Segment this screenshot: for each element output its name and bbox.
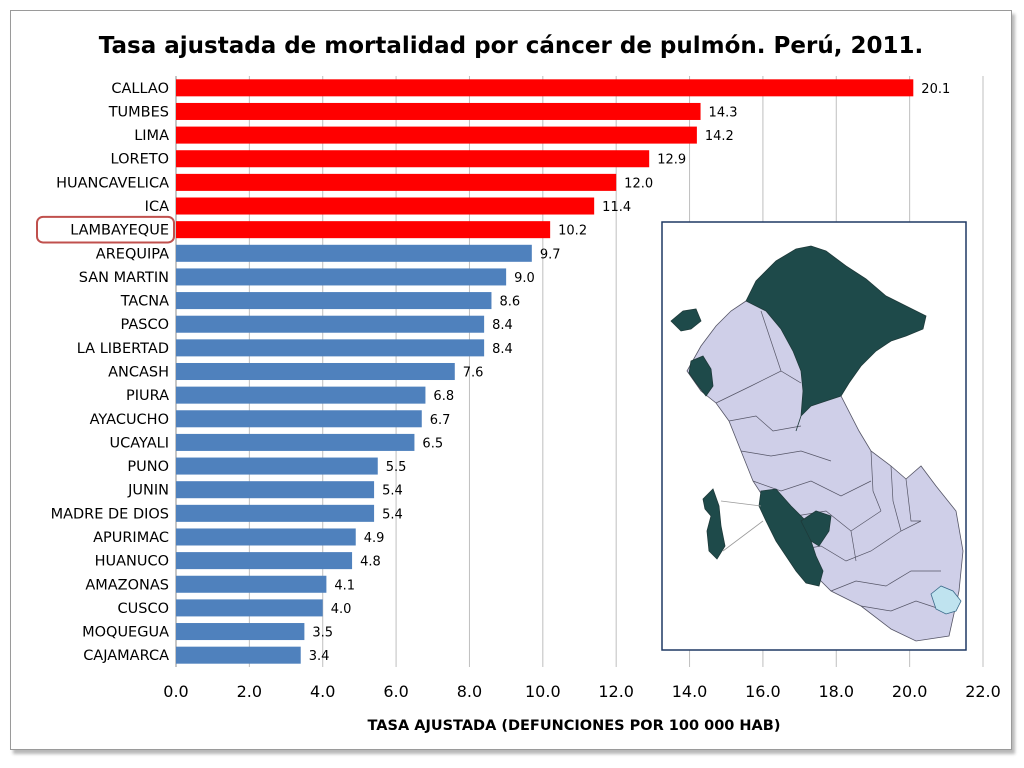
category-label: LORETO [111,152,169,168]
data-label: 12.0 [624,176,653,191]
bar [176,315,485,333]
bar [176,481,375,499]
data-label: 8.4 [492,318,513,333]
x-tick-label: 0.0 [163,682,188,701]
highlight-box [36,215,175,244]
x-tick-label: 16.0 [745,682,781,701]
category-label: LA LIBERTAD [77,341,169,357]
category-label: AREQUIPA [96,246,169,262]
bar [176,79,914,97]
x-tick-label: 10.0 [525,682,561,701]
data-label: 20.1 [921,82,950,97]
bar [176,221,551,239]
bar [176,244,532,262]
data-label: 6.8 [433,389,454,404]
data-label: 11.4 [602,200,631,215]
bar [176,386,426,404]
x-tick-label: 12.0 [598,682,634,701]
category-label: AYACUCHO [90,412,169,428]
category-label: LAMBAYEQUE [70,223,169,239]
bar [176,575,327,593]
x-tick-label: 2.0 [237,682,262,701]
bar [176,197,595,215]
data-label: 3.4 [309,649,330,664]
category-label: HUANUCO [95,554,169,570]
data-label: 5.4 [382,484,403,499]
data-label: 14.3 [709,105,738,120]
category-label: PUNO [127,459,169,475]
category-label: SAN MARTIN [79,270,169,286]
x-tick-label: 8.0 [457,682,482,701]
category-label: APURIMAC [93,530,169,546]
category-label: LIMA [134,128,169,144]
bar [176,623,305,641]
bar [176,126,697,144]
data-label: 9.0 [514,271,535,286]
bar [176,292,492,310]
category-label: TACNA [120,294,169,310]
bar [176,457,378,475]
data-label: 6.7 [430,413,451,428]
data-label: 8.6 [499,295,520,310]
x-tick-label: 20.0 [892,682,928,701]
category-label: PASCO [121,317,169,333]
category-label: ANCASH [108,365,169,381]
peru-map-icon [661,221,967,651]
x-tick-label: 4.0 [310,682,335,701]
bar [176,599,323,617]
category-label: JUNIN [127,483,169,499]
bar [176,504,375,522]
bar [176,150,650,168]
bar [176,410,422,428]
x-axis-label: TASA AJUSTADA (DEFUNCIONES POR 100 000 H… [368,718,781,734]
category-label: UCAYALI [109,435,169,451]
x-tick-label: 22.0 [965,682,1001,701]
chart-frame: Tasa ajustada de mortalidad por cáncer d… [10,10,1012,750]
bar [176,646,301,664]
data-label: 4.1 [334,578,355,593]
data-label: 8.4 [492,342,513,357]
data-label: 4.0 [331,602,352,617]
data-label: 4.8 [360,555,381,570]
x-tick-labels: 0.0 2.0 4.0 6.0 8.0 10.0 12.0 14.0 16.0 18.0 20.0 2… [163,682,1001,701]
data-label: 9.7 [540,247,561,262]
bar [176,173,617,191]
data-label: 4.9 [364,531,385,546]
category-label: MOQUEGUA [82,625,169,641]
category-label: CAJAMARCA [83,648,169,664]
data-label: 6.5 [422,436,443,451]
bars [176,79,914,664]
category-label: HUANCAVELICA [56,175,169,191]
data-label: 12.9 [657,153,686,168]
category-label: PIURA [126,388,169,404]
category-label: TUMBES [108,104,169,120]
bar [176,552,353,570]
bar-chart: Tasa ajustada de mortalidad por cáncer d… [36,33,1001,734]
data-label: 5.5 [386,460,407,475]
category-label: ICA [145,199,169,215]
data-label: 10.2 [558,224,587,239]
bar [176,362,455,381]
x-tick-label: 6.0 [383,682,408,701]
data-label: 5.4 [382,507,403,522]
category-label: CUSCO [118,601,169,617]
data-label: 3.5 [312,626,333,641]
category-label: MADRE DE DIOS [51,506,169,522]
x-tick-label: 14.0 [672,682,708,701]
data-label: 7.6 [463,366,484,381]
bar [176,268,507,286]
bar [176,528,356,546]
bar [176,433,415,451]
category-label: CALLAO [111,81,169,97]
bar [176,339,485,357]
data-labels: 20.1 14.3 14.2 12.9 12.0 11.4 10.2 9.7 9.0 8.6 8.4… [309,82,951,664]
category-label: AMAZONAS [85,577,169,593]
x-tick-label: 18.0 [818,682,854,701]
data-label: 14.2 [705,129,734,144]
bar [176,102,701,120]
category-labels: CALLAO TUMBES LIMA LORETO HUANCAVELICA ICA LAM… [51,81,170,664]
chart-title: Tasa ajustada de mortalidad por cáncer d… [99,33,923,59]
